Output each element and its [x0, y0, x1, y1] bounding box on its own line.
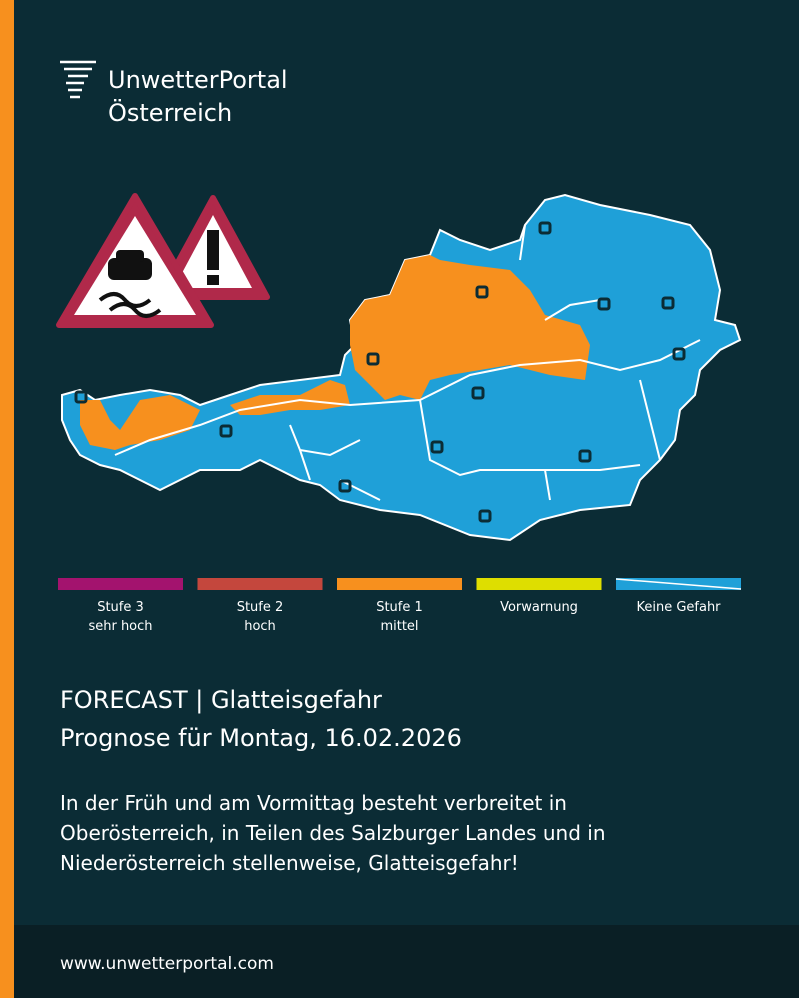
legend-swatch	[58, 578, 183, 590]
body-line: Oberösterreich, in Teilen des Salzburger…	[60, 821, 606, 845]
legend-label: sehr hoch	[88, 619, 152, 634]
legend-swatch-stripe	[615, 578, 742, 590]
legend-label: Stufe 2	[237, 600, 284, 615]
headline-line: FORECAST | Glatteisgefahr	[60, 686, 382, 714]
legend-swatch	[337, 578, 462, 590]
legend-label: Stufe 3	[97, 600, 144, 615]
body-text: In der Früh und am Vormittag besteht ver…	[60, 791, 606, 875]
legend-swatch	[197, 578, 323, 590]
headline: FORECAST | Glatteisgefahr Prognose für Mo…	[60, 686, 462, 752]
legend: Stufe 3 sehr hoch Stufe 2 hoch Stufe 1 mittel…	[58, 578, 742, 634]
headline-line: Prognose für Montag, 16.02.2026	[60, 724, 462, 752]
body-line: In der Früh und am Vormittag besteht ver…	[60, 791, 567, 815]
logo-icon	[60, 60, 96, 99]
legend-label: Stufe 1	[376, 600, 423, 615]
legend-label: Vorwarnung	[500, 600, 578, 615]
warning-signs	[56, 193, 270, 328]
footer-band	[14, 925, 799, 998]
accent-strip	[0, 0, 14, 998]
footer-url: www.unwetterportal.com	[60, 954, 274, 974]
legend-label: Keine Gefahr	[636, 600, 721, 615]
legend-label: hoch	[244, 619, 276, 634]
legend-label: mittel	[380, 619, 418, 634]
brand-name: UnwetterPortal	[108, 66, 288, 94]
body-line: Niederösterreich stellenweise, Glatteisg…	[60, 851, 519, 875]
brand-region: Österreich	[108, 98, 232, 127]
austria-map	[61, 193, 742, 542]
legend-swatch	[476, 578, 602, 590]
